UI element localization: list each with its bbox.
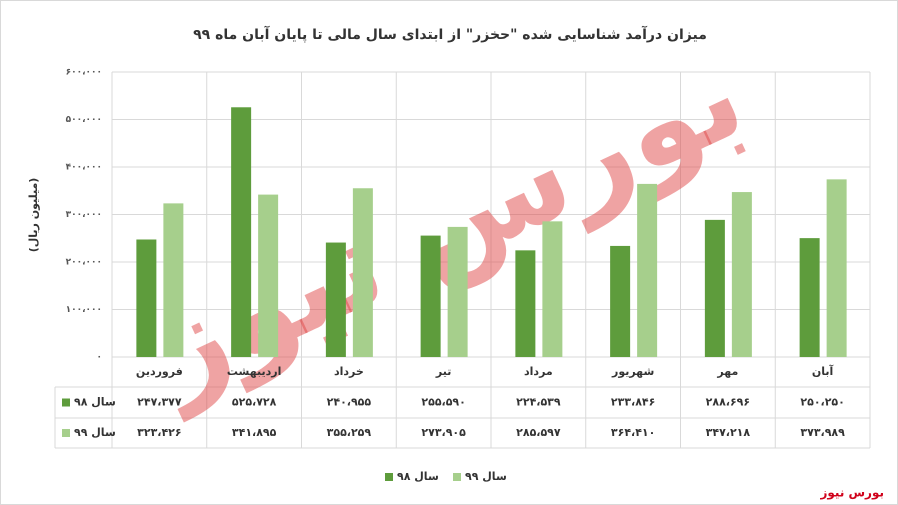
bar <box>704 219 725 357</box>
bar <box>637 183 658 357</box>
value-label: ۲۵۵،۵۹۰ <box>421 396 465 409</box>
y-tick-label: ۲۰۰،۰۰۰ <box>66 258 102 268</box>
bar <box>420 235 441 357</box>
bar <box>731 192 752 357</box>
bar <box>515 250 536 357</box>
y-tick-label: ۶۰۰،۰۰۰ <box>66 68 102 78</box>
source: بورس نیوز <box>819 486 884 501</box>
x-tick-label: آبان <box>812 364 834 378</box>
bar <box>258 194 279 357</box>
x-tick-label: شهریور <box>611 365 654 378</box>
bar <box>325 242 346 357</box>
bar <box>231 107 252 357</box>
value-label: ۳۲۳،۴۲۶ <box>137 426 181 439</box>
bar <box>826 179 847 357</box>
value-label: ۲۸۸،۶۹۶ <box>706 396 750 409</box>
legend-label: سال ۹۸ <box>397 470 439 483</box>
x-tick-label: تیر <box>435 365 451 378</box>
value-label: ۲۳۳،۸۴۶ <box>611 396 655 409</box>
bar <box>447 226 468 357</box>
y-tick-label: ۱۰۰،۰۰۰ <box>66 305 102 315</box>
bar <box>610 245 631 357</box>
legend-label: سال ۹۹ <box>465 470 507 483</box>
value-label: ۳۴۷،۲۱۸ <box>706 426 751 439</box>
value-label: ۲۴۷،۳۷۷ <box>137 396 182 409</box>
bar <box>163 203 184 357</box>
value-label: ۳۵۵،۲۵۹ <box>327 426 372 439</box>
table-row-label: سال ۹۹ <box>74 426 116 439</box>
chart-title: میزان درآمد شناسایی شده "حخزر" از ابتدای… <box>193 25 707 43</box>
value-label: ۲۸۵،۵۹۷ <box>516 426 561 439</box>
value-label: ۵۲۵،۷۲۸ <box>232 396 277 409</box>
x-tick-label: خرداد <box>334 365 364 378</box>
legend-swatch <box>453 473 461 481</box>
x-tick-label: مهر <box>716 365 738 378</box>
table-legend-swatch <box>62 429 70 437</box>
value-label: ۲۷۳،۹۰۵ <box>421 426 466 439</box>
y-tick-label: ۵۰۰،۰۰۰ <box>66 115 102 125</box>
value-label: ۲۴۰،۹۵۵ <box>327 396 372 409</box>
bar <box>542 221 563 357</box>
value-label: ۳۴۱،۸۹۵ <box>232 426 277 439</box>
value-label: ۳۶۴،۴۱۰ <box>611 426 655 439</box>
x-tick-label: مرداد <box>524 365 553 378</box>
bar <box>352 188 373 357</box>
y-tick-label: ۴۰۰،۰۰۰ <box>66 163 102 173</box>
x-tick-label: اردیبهشت <box>227 365 281 378</box>
table-legend-swatch <box>62 398 70 407</box>
table-row-label: سال ۹۸ <box>74 396 116 409</box>
bar <box>799 238 820 357</box>
value-label: ۲۵۰،۲۵۰ <box>800 396 844 409</box>
y-tick-label: ۳۰۰،۰۰۰ <box>66 210 102 220</box>
legend-swatch <box>385 473 393 481</box>
x-tick-label: فروردین <box>136 365 183 378</box>
value-label: ۲۲۴،۵۳۹ <box>516 396 561 409</box>
value-label: ۳۷۳،۹۸۹ <box>800 426 845 439</box>
y-tick-label: ۰ <box>97 353 103 363</box>
bar <box>136 239 157 357</box>
y-axis-label: (میلیون ریال) <box>27 178 40 253</box>
